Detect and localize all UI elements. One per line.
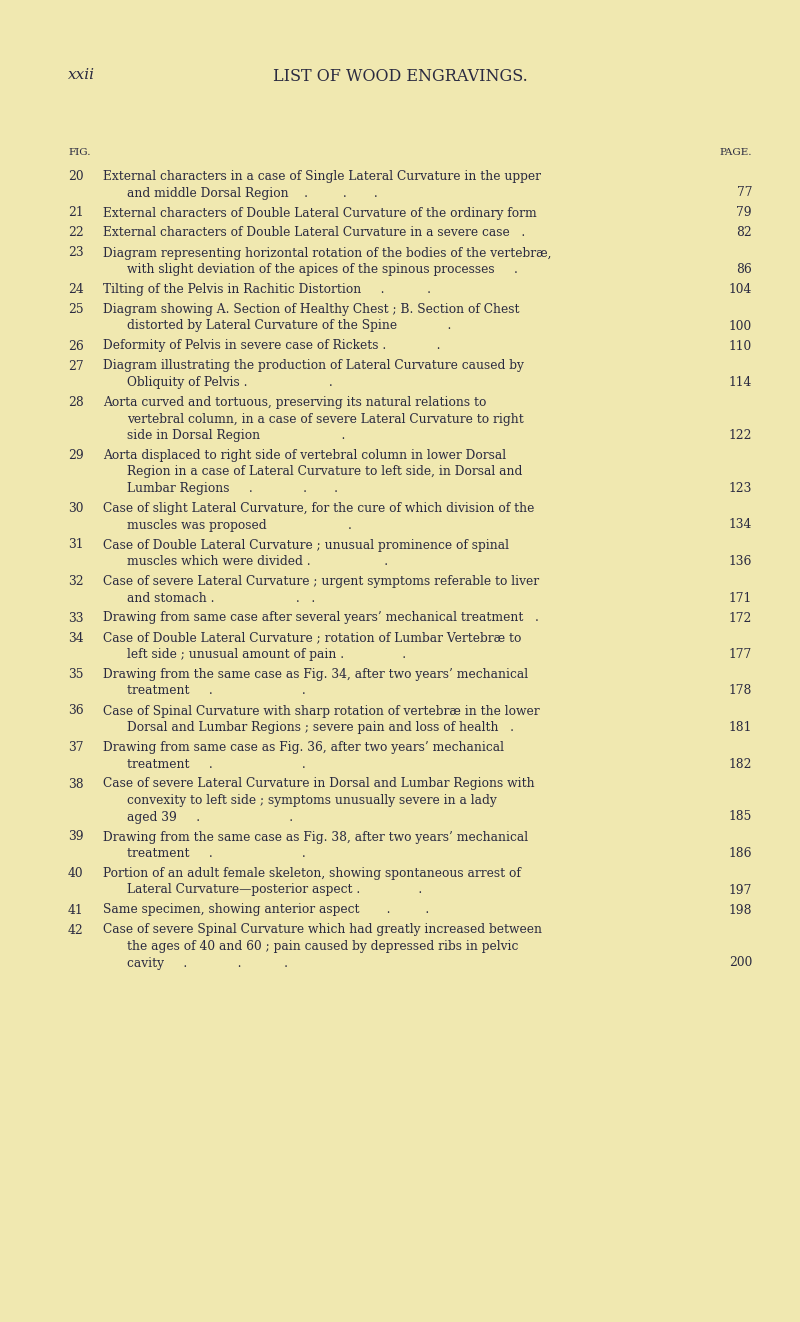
Text: Lateral Curvature—posterior aspect .               .: Lateral Curvature—posterior aspect . . bbox=[127, 883, 422, 896]
Text: Drawing from the same case as Fig. 38, after two years’ mechanical: Drawing from the same case as Fig. 38, a… bbox=[103, 830, 528, 843]
Text: Case of Double Lateral Curvature ; rotation of Lumbar Vertebræ to: Case of Double Lateral Curvature ; rotat… bbox=[103, 632, 522, 645]
Text: 23: 23 bbox=[68, 246, 84, 259]
Text: 79: 79 bbox=[736, 206, 752, 219]
Text: with slight deviation of the apices of the spinous processes     .: with slight deviation of the apices of t… bbox=[127, 263, 518, 276]
Text: Case of Double Lateral Curvature ; unusual prominence of spinal: Case of Double Lateral Curvature ; unusu… bbox=[103, 538, 509, 551]
Text: Case of severe Lateral Curvature ; urgent symptoms referable to liver: Case of severe Lateral Curvature ; urgen… bbox=[103, 575, 539, 588]
Text: 21: 21 bbox=[68, 206, 84, 219]
Text: Case of slight Lateral Curvature, for the cure of which division of the: Case of slight Lateral Curvature, for th… bbox=[103, 502, 534, 516]
Text: 37: 37 bbox=[68, 742, 83, 754]
Text: 36: 36 bbox=[68, 705, 84, 718]
Text: treatment     .                       .: treatment . . bbox=[127, 685, 306, 698]
Text: vertebral column, in a case of severe Lateral Curvature to right: vertebral column, in a case of severe La… bbox=[127, 412, 524, 426]
Text: Lumbar Regions     .             .       .: Lumbar Regions . . . bbox=[127, 483, 338, 494]
Text: 123: 123 bbox=[729, 483, 752, 494]
Text: 20: 20 bbox=[68, 171, 84, 182]
Text: 104: 104 bbox=[729, 283, 752, 296]
Text: 27: 27 bbox=[68, 360, 84, 373]
Text: 136: 136 bbox=[729, 555, 752, 568]
Text: 181: 181 bbox=[729, 720, 752, 734]
Text: FIG.: FIG. bbox=[68, 148, 90, 157]
Text: and middle Dorsal Region    .         .       .: and middle Dorsal Region . . . bbox=[127, 186, 378, 200]
Text: 110: 110 bbox=[729, 340, 752, 353]
Text: Drawing from the same case as Fig. 34, after two years’ mechanical: Drawing from the same case as Fig. 34, a… bbox=[103, 668, 528, 681]
Text: Dorsal and Lumbar Regions ; severe pain and loss of health   .: Dorsal and Lumbar Regions ; severe pain … bbox=[127, 720, 514, 734]
Text: Aorta curved and tortuous, preserving its natural relations to: Aorta curved and tortuous, preserving it… bbox=[103, 397, 486, 408]
Text: 122: 122 bbox=[729, 430, 752, 442]
Text: External characters of Double Lateral Curvature of the ordinary form: External characters of Double Lateral Cu… bbox=[103, 206, 537, 219]
Text: 82: 82 bbox=[736, 226, 752, 239]
Text: LIST OF WOOD ENGRAVINGS.: LIST OF WOOD ENGRAVINGS. bbox=[273, 67, 527, 85]
Text: 178: 178 bbox=[729, 685, 752, 698]
Text: muscles which were divided .                   .: muscles which were divided . . bbox=[127, 555, 388, 568]
Text: 39: 39 bbox=[68, 830, 84, 843]
Text: 172: 172 bbox=[729, 612, 752, 624]
Text: 40: 40 bbox=[68, 867, 84, 880]
Text: 182: 182 bbox=[729, 758, 752, 771]
Text: 30: 30 bbox=[68, 502, 83, 516]
Text: 186: 186 bbox=[729, 847, 752, 861]
Text: side in Dorsal Region                     .: side in Dorsal Region . bbox=[127, 430, 346, 442]
Text: 177: 177 bbox=[729, 648, 752, 661]
Text: Aorta displaced to right side of vertebral column in lower Dorsal: Aorta displaced to right side of vertebr… bbox=[103, 449, 506, 461]
Text: 26: 26 bbox=[68, 340, 84, 353]
Text: treatment     .                       .: treatment . . bbox=[127, 847, 306, 861]
Text: treatment     .                       .: treatment . . bbox=[127, 758, 306, 771]
Text: Diagram showing A. Section of Healthy Chest ; B. Section of Chest: Diagram showing A. Section of Healthy Ch… bbox=[103, 303, 519, 316]
Text: Case of severe Lateral Curvature in Dorsal and Lumbar Regions with: Case of severe Lateral Curvature in Dors… bbox=[103, 777, 534, 791]
Text: 24: 24 bbox=[68, 283, 84, 296]
Text: 198: 198 bbox=[729, 903, 752, 916]
Text: cavity     .             .           .: cavity . . . bbox=[127, 957, 288, 969]
Text: aged 39     .                       .: aged 39 . . bbox=[127, 810, 293, 824]
Text: PAGE.: PAGE. bbox=[719, 148, 752, 157]
Text: Case of severe Spinal Curvature which had greatly increased between: Case of severe Spinal Curvature which ha… bbox=[103, 924, 542, 936]
Text: 42: 42 bbox=[68, 924, 84, 936]
Text: 28: 28 bbox=[68, 397, 84, 408]
Text: and stomach .                     .   .: and stomach . . . bbox=[127, 591, 315, 604]
Text: Portion of an adult female skeleton, showing spontaneous arrest of: Portion of an adult female skeleton, sho… bbox=[103, 867, 521, 880]
Text: 22: 22 bbox=[68, 226, 84, 239]
Text: 134: 134 bbox=[729, 518, 752, 531]
Text: Drawing from same case after several years’ mechanical treatment   .: Drawing from same case after several yea… bbox=[103, 612, 539, 624]
Text: 41: 41 bbox=[68, 903, 84, 916]
Text: External characters of Double Lateral Curvature in a severe case   .: External characters of Double Lateral Cu… bbox=[103, 226, 526, 239]
Text: 86: 86 bbox=[736, 263, 752, 276]
Text: convexity to left side ; symptoms unusually severe in a lady: convexity to left side ; symptoms unusua… bbox=[127, 795, 497, 806]
Text: 33: 33 bbox=[68, 612, 83, 624]
Text: 38: 38 bbox=[68, 777, 84, 791]
Text: 197: 197 bbox=[729, 883, 752, 896]
Text: External characters in a case of Single Lateral Curvature in the upper: External characters in a case of Single … bbox=[103, 171, 541, 182]
Text: 77: 77 bbox=[737, 186, 752, 200]
Text: Tilting of the Pelvis in Rachitic Distortion     .           .: Tilting of the Pelvis in Rachitic Distor… bbox=[103, 283, 431, 296]
Text: 200: 200 bbox=[729, 957, 752, 969]
Text: 185: 185 bbox=[729, 810, 752, 824]
Text: Deformity of Pelvis in severe case of Rickets .             .: Deformity of Pelvis in severe case of Ri… bbox=[103, 340, 441, 353]
Text: muscles was proposed                     .: muscles was proposed . bbox=[127, 518, 352, 531]
Text: Diagram illustrating the production of Lateral Curvature caused by: Diagram illustrating the production of L… bbox=[103, 360, 524, 373]
Text: Case of Spinal Curvature with sharp rotation of vertebræ in the lower: Case of Spinal Curvature with sharp rota… bbox=[103, 705, 540, 718]
Text: Obliquity of Pelvis .                     .: Obliquity of Pelvis . . bbox=[127, 375, 333, 389]
Text: Drawing from same case as Fig. 36, after two years’ mechanical: Drawing from same case as Fig. 36, after… bbox=[103, 742, 504, 754]
Text: 171: 171 bbox=[729, 591, 752, 604]
Text: 100: 100 bbox=[729, 320, 752, 333]
Text: 34: 34 bbox=[68, 632, 84, 645]
Text: 35: 35 bbox=[68, 668, 83, 681]
Text: the ages of 40 and 60 ; pain caused by depressed ribs in pelvic: the ages of 40 and 60 ; pain caused by d… bbox=[127, 940, 518, 953]
Text: Same specimen, showing anterior aspect       .         .: Same specimen, showing anterior aspect .… bbox=[103, 903, 430, 916]
Text: Region in a case of Lateral Curvature to left side, in Dorsal and: Region in a case of Lateral Curvature to… bbox=[127, 465, 522, 479]
Text: xxii: xxii bbox=[68, 67, 95, 82]
Text: 32: 32 bbox=[68, 575, 84, 588]
Text: 29: 29 bbox=[68, 449, 84, 461]
Text: 114: 114 bbox=[729, 375, 752, 389]
Text: 25: 25 bbox=[68, 303, 84, 316]
Text: Diagram representing horizontal rotation of the bodies of the vertebræ,: Diagram representing horizontal rotation… bbox=[103, 246, 551, 259]
Text: left side ; unusual amount of pain .               .: left side ; unusual amount of pain . . bbox=[127, 648, 406, 661]
Text: distorted by Lateral Curvature of the Spine             .: distorted by Lateral Curvature of the Sp… bbox=[127, 320, 451, 333]
Text: 31: 31 bbox=[68, 538, 83, 551]
